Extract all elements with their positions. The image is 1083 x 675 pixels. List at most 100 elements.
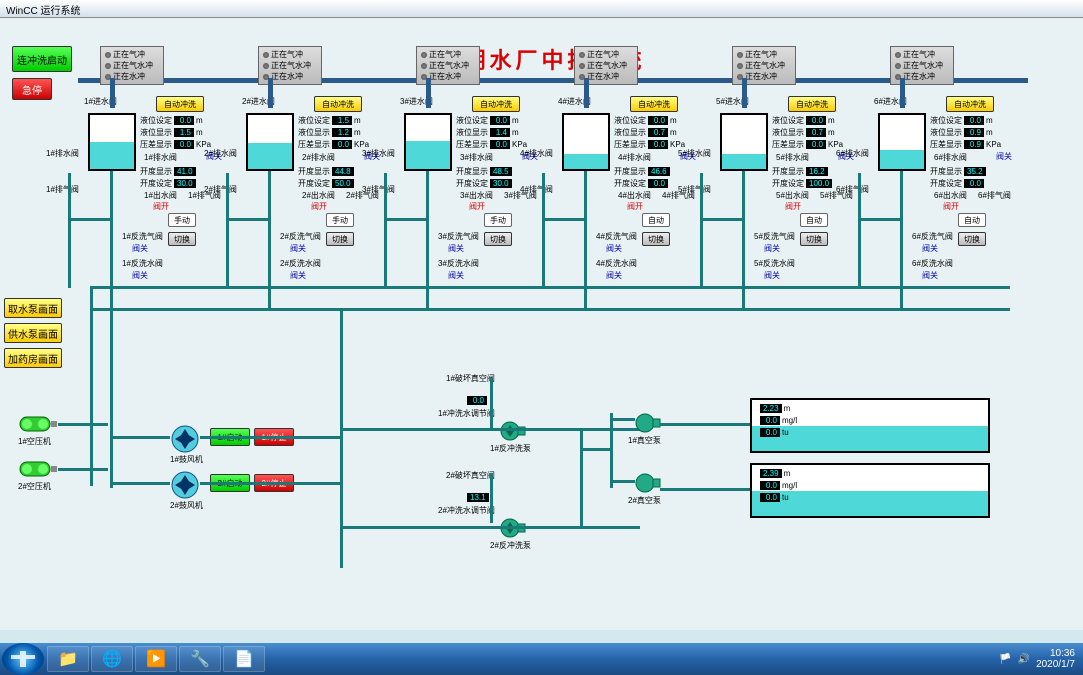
filter-4-open-disp: 开度显示46.6: [614, 166, 672, 177]
filter-1-outlet-label: 1#出水阀: [144, 190, 177, 201]
filter-5-manual-button[interactable]: 自动: [800, 213, 828, 227]
filter-2-press: 压差显示0.0KPa: [298, 139, 369, 150]
filter-2-ldrain-label: 2#排水阀: [204, 148, 237, 159]
filter-5-main-down: [742, 171, 745, 311]
reg-valve-1-label: 1#冲洗水调节阀: [438, 408, 495, 419]
filter-2-bwair-label: 2#反洗气阀: [280, 231, 321, 242]
filter-4-switch-button[interactable]: 切换: [642, 232, 670, 246]
filter-2-switch-button[interactable]: 切换: [326, 232, 354, 246]
filter-3-main-down: [426, 171, 429, 311]
filter-3-inlet-pipe: [426, 78, 431, 108]
filter-6-left-down: [858, 173, 861, 288]
filter-5-open-disp: 开度显示16.2: [772, 166, 830, 177]
filter-1-level-disp: 液位显示1.5m: [140, 127, 203, 138]
compressor-1-label: 1#空压机: [18, 436, 51, 447]
vac-pipe-1: [490, 378, 493, 428]
filter-4-open-set: 开度设定0.0: [614, 178, 670, 189]
filter-4-autoflush-button[interactable]: 自动冲洗: [630, 96, 678, 112]
filter-6-manual-button[interactable]: 自动: [958, 213, 986, 227]
filter-1-manual-button[interactable]: 手动: [168, 213, 196, 227]
filter-6-press: 压差显示0.9KPa: [930, 139, 1001, 150]
tray-flag-icon[interactable]: 🏳️: [999, 654, 1011, 665]
vac-to-bw: [580, 448, 610, 451]
filter-3-autoflush-button[interactable]: 自动冲洗: [472, 96, 520, 112]
filter-5-left-down: [700, 173, 703, 288]
tray-volume-icon[interactable]: 🔊: [1018, 654, 1030, 665]
bw-pipe-1: [340, 428, 640, 431]
filter-5-press: 压差显示0.0KPa: [772, 139, 843, 150]
filter-4-bwwater-vclose: 阀关: [606, 270, 622, 281]
filter-6-autoflush-button[interactable]: 自动冲洗: [946, 96, 994, 112]
filter-1-tank-fill: [90, 142, 134, 169]
filter-5-open-set: 开度设定100.0: [772, 178, 834, 189]
filter-1-autoflush-button[interactable]: 自动冲洗: [156, 96, 204, 112]
filter-6-main-down: [900, 171, 903, 311]
filter-6-tank: [878, 113, 926, 171]
filter-1-lair-label: 1#排气阀: [46, 184, 79, 195]
nav-dosing-button[interactable]: 加药房画面: [4, 348, 62, 368]
collector-pipe-2: [90, 308, 1010, 311]
task-media-icon[interactable]: ▶️: [135, 646, 177, 672]
filter-1-inlet-pipe: [110, 78, 115, 108]
filter-5-switch-button[interactable]: 切换: [800, 232, 828, 246]
filter-5-bwair-vclose: 阀关: [764, 243, 780, 254]
main-header-pipe: [78, 78, 1028, 83]
filter-2-drain-label: 2#排水阀: [302, 152, 335, 163]
task-explorer-icon[interactable]: 📁: [47, 646, 89, 672]
bw-pipe-2: [340, 526, 640, 529]
filter-5-level-disp: 液位显示0.7m: [772, 127, 835, 138]
start-flush-button[interactable]: 连冲洗启动: [12, 46, 72, 72]
task-app1-icon[interactable]: 🔧: [179, 646, 221, 672]
filter-2-tank-fill: [248, 143, 292, 169]
tray-clock[interactable]: 10:36 2020/1/7: [1036, 648, 1075, 670]
filter-4-lair-label: 4#排气阀: [520, 184, 553, 195]
filter-1-bwwater-vclose: 阀关: [132, 270, 148, 281]
filter-6-drain-label: 6#排水阀: [934, 152, 967, 163]
filter-2-level-disp: 液位显示1.2m: [298, 127, 361, 138]
filter-3-tank-fill: [406, 141, 450, 169]
filter-3-manual-button[interactable]: 手动: [484, 213, 512, 227]
vacuum-pump-1-icon: [635, 413, 661, 433]
filter-4-side-pipe: [542, 218, 584, 221]
filter-6-outlet-label: 6#出水阀: [934, 190, 967, 201]
cw1-v2: 0.0: [760, 416, 780, 425]
filter-6-switch-button[interactable]: 切换: [958, 232, 986, 246]
filter-1-switch-button[interactable]: 切换: [168, 232, 196, 246]
filter-3-tank: [404, 113, 452, 171]
task-ie-icon[interactable]: 🌐: [91, 646, 133, 672]
filter-4-left-down: [542, 173, 545, 288]
filter-4-main-down: [584, 171, 587, 311]
filter-4-manual-button[interactable]: 自动: [642, 213, 670, 227]
filter-1-bwair-vclose: 阀关: [132, 243, 148, 254]
filter-3-open-set: 开度设定30.0: [456, 178, 514, 189]
filter-4-bwair-label: 4#反洗气阀: [596, 231, 637, 242]
filter-2-outlet-label: 2#出水阀: [302, 190, 335, 201]
taskbar: 📁 🌐 ▶️ 🔧 📄 🏳️ 🔊 10:36 2020/1/7: [0, 643, 1083, 675]
start-button[interactable]: [2, 643, 44, 675]
blower-out-2: [200, 482, 340, 485]
estop-button[interactable]: 急停: [12, 78, 52, 100]
filter-5-autoflush-button[interactable]: 自动冲洗: [788, 96, 836, 112]
filter-6-ldrain-label: 6#排水阀: [836, 148, 869, 159]
filter-3-drain-label: 3#排水阀: [460, 152, 493, 163]
filter-2-manual-button[interactable]: 手动: [326, 213, 354, 227]
cw2-v3: 0.0: [760, 493, 780, 502]
filter-5-lair-label: 5#排气阀: [678, 184, 711, 195]
filter-3-switch-button[interactable]: 切换: [484, 232, 512, 246]
filter-2-inlet-pipe: [268, 78, 273, 108]
filter-4-out-vopen: 阀开: [627, 201, 643, 212]
nav-pump1-button[interactable]: 取水泵画面: [4, 298, 62, 318]
filter-4-outlet-label: 4#出水阀: [618, 190, 651, 201]
filter-2-autoflush-button[interactable]: 自动冲洗: [314, 96, 362, 112]
filter-4-ldrain-label: 4#排水阀: [520, 148, 553, 159]
filter-5-bwwater-vclose: 阀关: [764, 270, 780, 281]
task-app2-icon[interactable]: 📄: [223, 646, 265, 672]
nav-pump2-button[interactable]: 供水泵画面: [4, 323, 62, 343]
blower-pipe-2: [110, 482, 170, 485]
reg2-value: 13.1: [467, 493, 489, 502]
mid-vert-pipe: [340, 308, 343, 568]
filter-3-bwwater-vclose: 阀关: [448, 270, 464, 281]
vac-pipe-2: [490, 473, 493, 523]
filter-6-bwwater-vclose: 阀关: [922, 270, 938, 281]
filter-6-lair-label: 6#排气阀: [836, 184, 869, 195]
